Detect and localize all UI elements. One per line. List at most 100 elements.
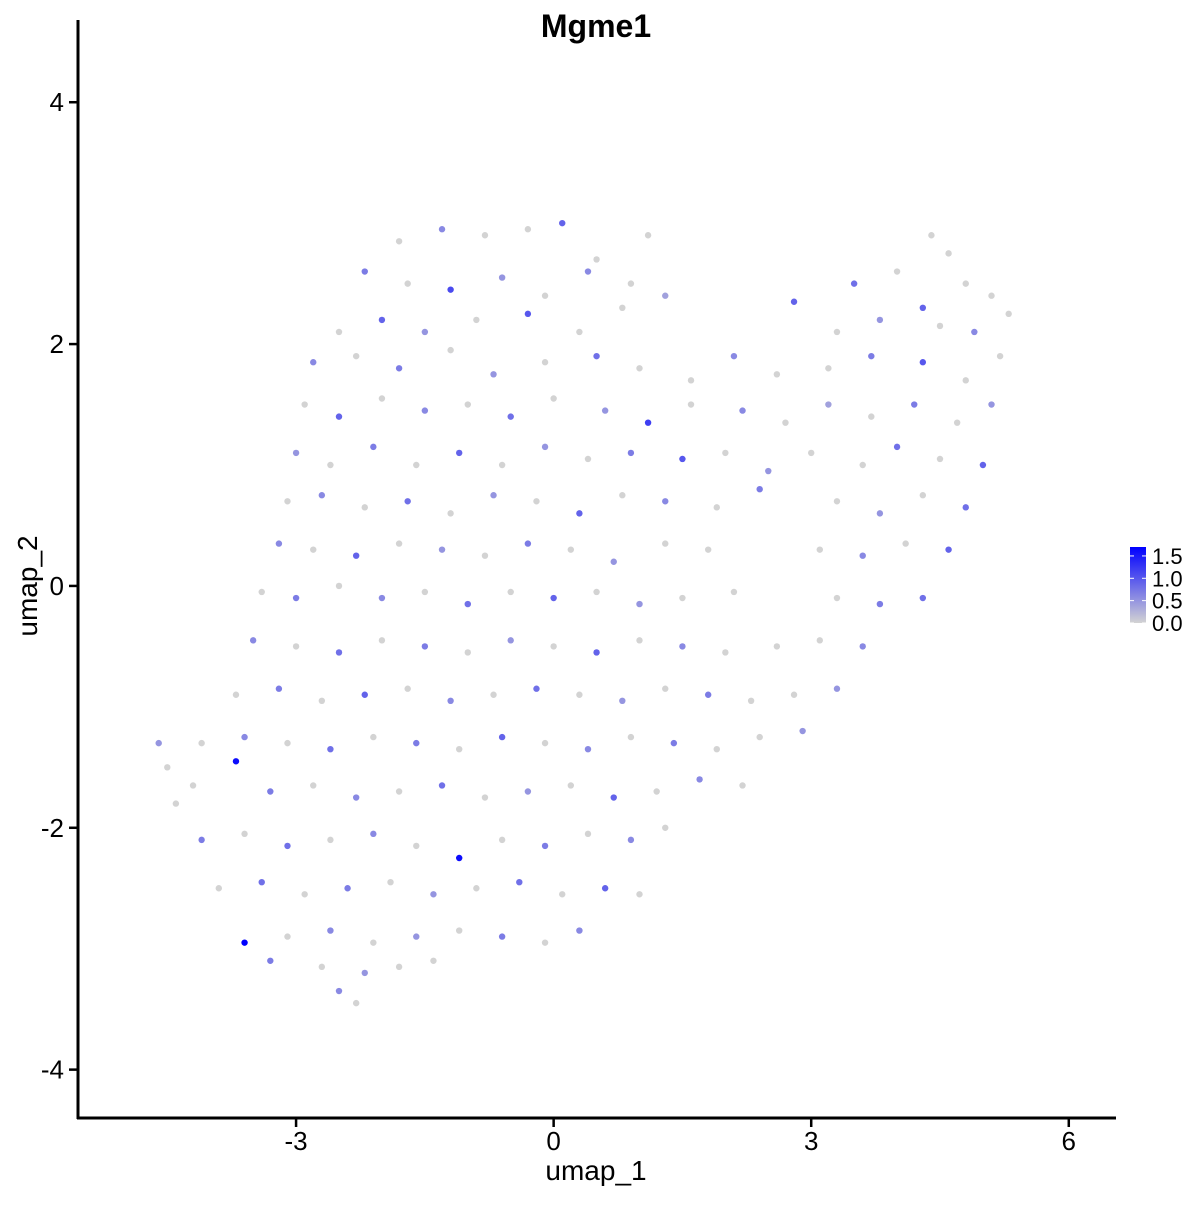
- data-point: [275, 540, 283, 547]
- data-point: [670, 739, 678, 747]
- data-point: [756, 485, 763, 493]
- data-point: [859, 552, 866, 559]
- data-point: [421, 407, 429, 414]
- data-point: [284, 498, 291, 505]
- data-point: [267, 788, 274, 795]
- data-point: [473, 316, 480, 324]
- data-point: [868, 352, 875, 360]
- legend-tick-label: 1.0: [1152, 566, 1183, 591]
- data-point: [593, 352, 600, 360]
- data-point: [507, 637, 514, 644]
- data-point: [833, 328, 841, 336]
- data-point: [601, 885, 609, 892]
- y-tick-label: -2: [41, 813, 64, 843]
- data-point: [576, 510, 583, 517]
- legend-tick-label: 1.5: [1152, 544, 1183, 569]
- data-point: [859, 461, 866, 469]
- data-point: [524, 226, 532, 233]
- legend-tick-label: 0.0: [1152, 611, 1183, 636]
- data-point: [370, 443, 377, 451]
- data-point: [464, 649, 471, 656]
- data-point: [636, 600, 643, 608]
- data-point: [868, 413, 875, 420]
- data-point: [430, 957, 437, 964]
- data-point: [421, 588, 429, 596]
- data-point: [902, 540, 909, 547]
- data-point: [249, 637, 257, 644]
- data-point: [988, 401, 995, 408]
- data-point: [464, 401, 471, 408]
- data-point: [189, 782, 197, 789]
- data-point: [447, 286, 454, 293]
- data-point: [636, 891, 643, 898]
- data-point: [490, 371, 497, 378]
- y-tick-label: 0: [50, 571, 64, 601]
- data-point: [498, 733, 506, 741]
- data-point: [936, 322, 944, 330]
- legend-ticks: 0.00.51.01.5: [1130, 544, 1183, 636]
- data-point: [507, 588, 514, 596]
- data-point: [559, 891, 566, 898]
- data-point: [421, 643, 429, 650]
- data-point: [232, 691, 240, 698]
- data-point: [378, 316, 386, 324]
- x-tick-label: 0: [546, 1126, 560, 1156]
- data-point: [619, 304, 626, 312]
- data-point: [576, 328, 583, 336]
- data-point: [825, 365, 832, 372]
- data-point: [713, 745, 720, 753]
- data-point: [541, 739, 549, 747]
- data-point: [756, 733, 763, 741]
- data-point: [301, 401, 308, 408]
- x-ticks: -3 0 3 6: [285, 1118, 1076, 1156]
- data-point: [593, 256, 600, 263]
- data-point: [962, 280, 969, 287]
- data-point: [284, 842, 291, 850]
- data-point: [876, 510, 884, 517]
- data-point: [576, 691, 583, 698]
- data-point: [850, 280, 858, 287]
- data-point: [627, 733, 635, 741]
- data-point: [919, 359, 927, 366]
- data-point: [825, 401, 832, 408]
- data-point: [335, 649, 343, 656]
- data-point: [713, 504, 720, 511]
- data-point: [352, 552, 360, 559]
- data-point: [816, 637, 823, 644]
- data-point: [498, 274, 506, 281]
- data-point: [996, 352, 1004, 360]
- data-point: [876, 600, 884, 608]
- data-point: [413, 842, 420, 850]
- data-point: [704, 546, 712, 553]
- data-point: [241, 733, 248, 741]
- data-point: [404, 685, 411, 692]
- data-point: [267, 957, 274, 964]
- data-point: [644, 419, 652, 426]
- data-point: [327, 836, 334, 844]
- y-axis-label: umap_2: [12, 535, 43, 636]
- x-tick-label: 3: [804, 1126, 818, 1156]
- data-point: [619, 697, 626, 705]
- data-point: [361, 969, 368, 977]
- data-point: [833, 594, 841, 602]
- data-point: [438, 226, 446, 233]
- data-point: [335, 413, 343, 420]
- legend-colorbar: [1130, 547, 1146, 623]
- data-point: [395, 963, 403, 971]
- data-point: [911, 401, 918, 408]
- data-point: [164, 764, 171, 771]
- data-point: [833, 498, 841, 505]
- data-point: [584, 745, 592, 753]
- data-point: [275, 685, 283, 692]
- data-point: [498, 933, 506, 940]
- data-point: [627, 449, 635, 457]
- data-point: [292, 594, 300, 602]
- data-point: [456, 927, 463, 934]
- data-point: [636, 365, 643, 372]
- data-point: [687, 401, 695, 408]
- data-point: [387, 878, 394, 886]
- data-point: [344, 885, 351, 892]
- data-point: [679, 455, 686, 463]
- data-point: [481, 794, 489, 801]
